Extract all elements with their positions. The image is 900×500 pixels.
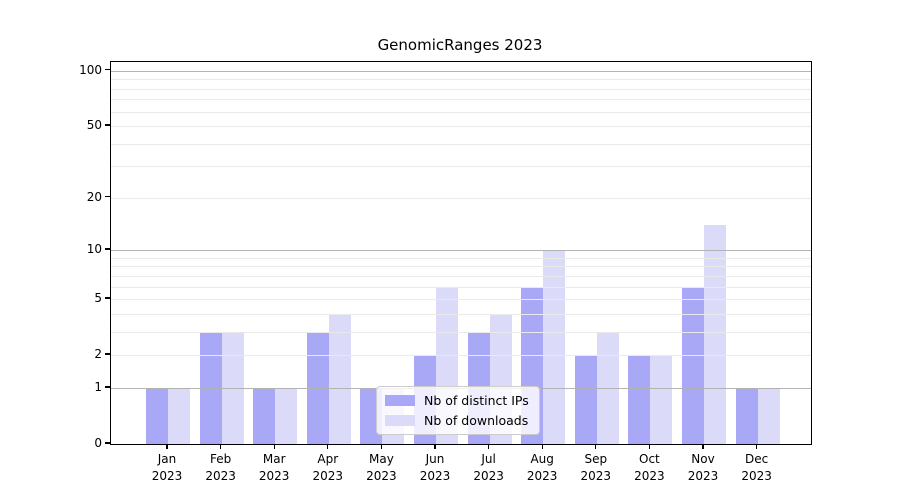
y-tick-label: 20: [86, 189, 102, 204]
minor-gridline: [111, 257, 811, 259]
x-tick-label-jul: Jul 2023: [449, 451, 529, 484]
x-tick-year: 2023: [366, 468, 397, 483]
x-tick-label-may: May 2023: [341, 451, 421, 484]
x-tick-label-oct: Oct 2023: [609, 451, 689, 484]
y-tick-mark: [105, 297, 110, 299]
y-tick-label: 2: [94, 347, 102, 362]
bar-nb-of-downloads-nov: [704, 225, 726, 444]
y-tick-label: 1: [94, 379, 102, 394]
minor-gridline: [111, 111, 811, 113]
x-tick-mark: [648, 444, 651, 450]
x-tick-mark: [219, 444, 222, 450]
x-tick-label-jan: Jan 2023: [127, 451, 207, 484]
x-tick-label-sep: Sep 2023: [556, 451, 636, 484]
downloads-swatch-icon: [385, 415, 415, 426]
x-tick-mark: [755, 444, 758, 450]
x-tick-year: 2023: [580, 468, 612, 483]
bar-nb-of-downloads-oct: [650, 355, 673, 444]
minor-gridline: [111, 275, 811, 277]
x-tick-year: 2023: [151, 468, 183, 483]
x-tick-label-aug: Aug 2023: [502, 451, 582, 484]
x-tick-label-apr: Apr 2023: [288, 451, 368, 484]
x-tick-year: 2023: [258, 468, 290, 483]
y-tick-label: 50: [86, 118, 102, 133]
major-gridline: [111, 250, 811, 252]
bar-nb-of-downloads-jan: [168, 387, 190, 444]
x-tick-year: 2023: [312, 468, 344, 483]
bar-nb-of-downloads-aug: [543, 250, 566, 444]
minor-gridline: [111, 99, 811, 101]
chart-title: GenomicRanges 2023: [377, 36, 543, 54]
x-tick-label-dec: Dec 2023: [717, 451, 797, 484]
x-tick-mark: [327, 444, 329, 450]
x-tick-label-mar: Mar 2023: [234, 451, 314, 484]
y-tick-label: 0: [94, 436, 102, 450]
minor-gridline: [111, 79, 811, 81]
minor-gridline: [111, 166, 811, 168]
minor-gridline: [111, 286, 811, 288]
minor-gridline: [111, 143, 811, 145]
x-tick-mark: [273, 444, 275, 450]
distinct-ips-swatch-icon: [385, 395, 415, 406]
major-gridline: [111, 70, 811, 72]
minor-gridline: [111, 266, 811, 268]
legend-entry-distinct-ips: Nb of distinct IPs: [385, 393, 529, 408]
bar-nb-of-distinct-ips-dec: [735, 387, 758, 444]
y-tick-mark: [105, 196, 110, 198]
legend: Nb of distinct IPs Nb of downloads: [376, 386, 540, 435]
x-tick-year: 2023: [741, 468, 772, 483]
y-tick-label: 5: [94, 291, 102, 306]
x-tick-year: 2023: [419, 468, 451, 483]
x-tick-mark: [380, 444, 383, 450]
x-tick-year: 2023: [526, 468, 558, 483]
x-tick-label-jun: Jun 2023: [395, 451, 475, 484]
minor-gridline: [111, 88, 811, 90]
bar-nb-of-distinct-ips-oct: [628, 355, 651, 444]
minor-gridline: [111, 299, 811, 301]
y-tick-label: 10: [86, 242, 102, 257]
x-tick-mark: [702, 444, 704, 450]
y-tick-mark: [105, 124, 110, 126]
bar-nb-of-distinct-ips-jan: [146, 387, 168, 444]
legend-label-distinct-ips: Nb of distinct IPs: [424, 393, 529, 408]
x-tick-year: 2023: [687, 468, 719, 483]
bar-nb-of-downloads-apr: [328, 313, 351, 444]
bar-nb-of-distinct-ips-mar: [253, 387, 276, 444]
y-tick-mark: [105, 353, 110, 355]
x-tick-mark: [434, 444, 436, 450]
x-tick-mark: [487, 444, 490, 450]
minor-gridline: [111, 126, 811, 128]
minor-gridline: [111, 355, 811, 357]
x-tick-mark: [166, 444, 168, 450]
x-tick-year: 2023: [205, 468, 236, 483]
bar-nb-of-downloads-mar: [275, 387, 298, 444]
x-tick-label-feb: Feb 2023: [181, 451, 261, 484]
minor-gridline: [111, 197, 811, 199]
legend-label-downloads: Nb of downloads: [424, 413, 529, 428]
x-tick-mark: [541, 444, 543, 450]
y-tick-mark: [105, 386, 110, 388]
x-tick-year: 2023: [473, 468, 504, 483]
x-tick-label-nov: Nov 2023: [663, 451, 743, 484]
y-tick-mark: [105, 69, 110, 71]
x-tick-year: 2023: [634, 468, 665, 483]
bar-nb-of-distinct-ips-sep: [574, 355, 597, 444]
plot-area: [110, 61, 812, 445]
minor-gridline: [111, 313, 811, 315]
y-tick-label: 100: [79, 62, 102, 77]
bar-nb-of-downloads-dec: [757, 387, 780, 444]
y-tick-mark: [105, 248, 110, 250]
legend-entry-downloads: Nb of downloads: [385, 413, 529, 428]
minor-gridline: [111, 331, 811, 333]
y-tick-mark: [105, 442, 110, 444]
x-tick-mark: [595, 444, 597, 450]
bar-nb-of-distinct-ips-nov: [682, 286, 704, 444]
